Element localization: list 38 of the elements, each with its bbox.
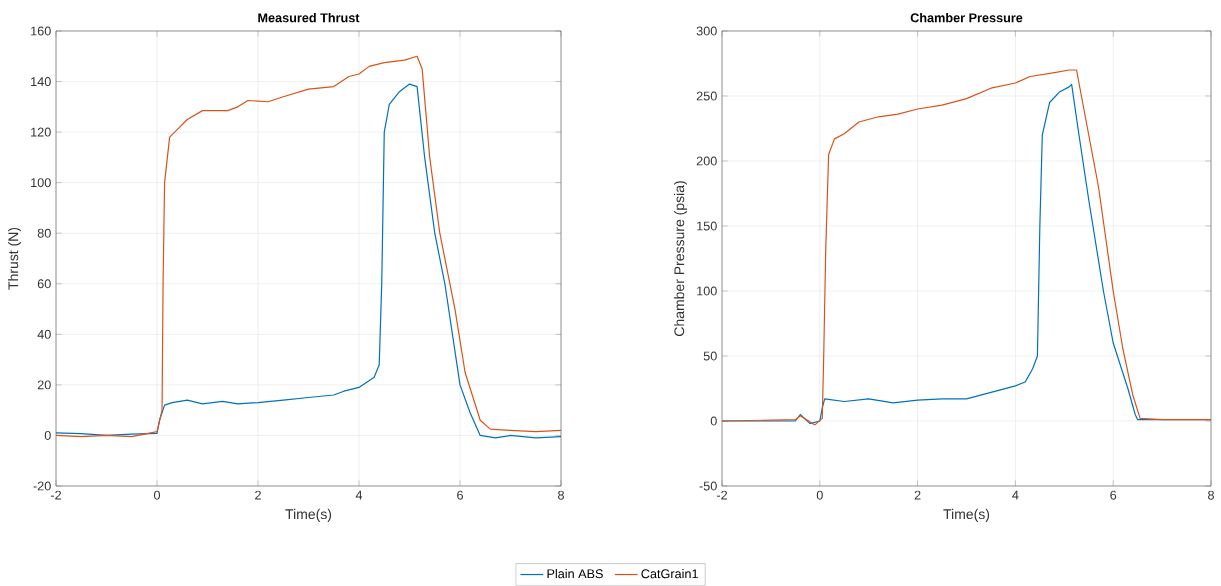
y-tick-label: 120 bbox=[31, 127, 51, 137]
y-tick-label: 50 bbox=[703, 351, 717, 361]
y-tick-label: 200 bbox=[696, 156, 717, 166]
y-tick-label: 160 bbox=[31, 26, 51, 36]
x-tick-label: 0 bbox=[153, 490, 161, 500]
y-tick-label: 100 bbox=[697, 286, 717, 296]
x-tick-label: 6 bbox=[457, 490, 463, 500]
y-tick-label: 0 bbox=[44, 431, 51, 441]
y-tick-label: 100 bbox=[31, 178, 51, 188]
y-tick-label: 40 bbox=[37, 329, 51, 339]
x-tick-label: -2 bbox=[50, 490, 62, 500]
y-tick-label: 20 bbox=[37, 380, 51, 390]
legend-label: Plain ABS bbox=[547, 569, 603, 579]
y-tick-label: 140 bbox=[31, 77, 51, 87]
legend-label: CatGrain1 bbox=[641, 569, 698, 579]
chart-title: Chamber Pressure bbox=[910, 13, 1023, 23]
x-tick-label: 6 bbox=[1110, 490, 1117, 500]
y-axis-title: Thrust (N) bbox=[7, 228, 22, 290]
y-axis-title: Chamber Pressure (psia) bbox=[673, 181, 688, 337]
x-axis-title: Time(s) bbox=[285, 508, 332, 523]
x-tick-label: 4 bbox=[1012, 490, 1019, 500]
x-tick-label: 0 bbox=[816, 490, 823, 500]
y-tick-label: -20 bbox=[33, 481, 51, 491]
y-tick-label: 60 bbox=[37, 279, 51, 289]
y-tick-label: 80 bbox=[37, 228, 51, 238]
x-tick-label: 8 bbox=[1208, 490, 1214, 500]
x-tick-label: 2 bbox=[914, 490, 921, 500]
y-tick-label: 300 bbox=[696, 26, 717, 36]
x-tick-label: 8 bbox=[558, 490, 564, 500]
y-tick-label: 0 bbox=[710, 416, 717, 426]
x-axis-title: Time(s) bbox=[943, 508, 990, 523]
y-tick-label: 150 bbox=[697, 221, 717, 231]
x-tick-label: 4 bbox=[355, 490, 363, 500]
y-tick-label: 250 bbox=[696, 91, 717, 101]
x-tick-label: -2 bbox=[716, 490, 728, 500]
x-tick-label: 2 bbox=[255, 490, 261, 500]
chart-title: Measured Thrust bbox=[258, 13, 360, 23]
y-tick-label: -50 bbox=[699, 481, 717, 491]
